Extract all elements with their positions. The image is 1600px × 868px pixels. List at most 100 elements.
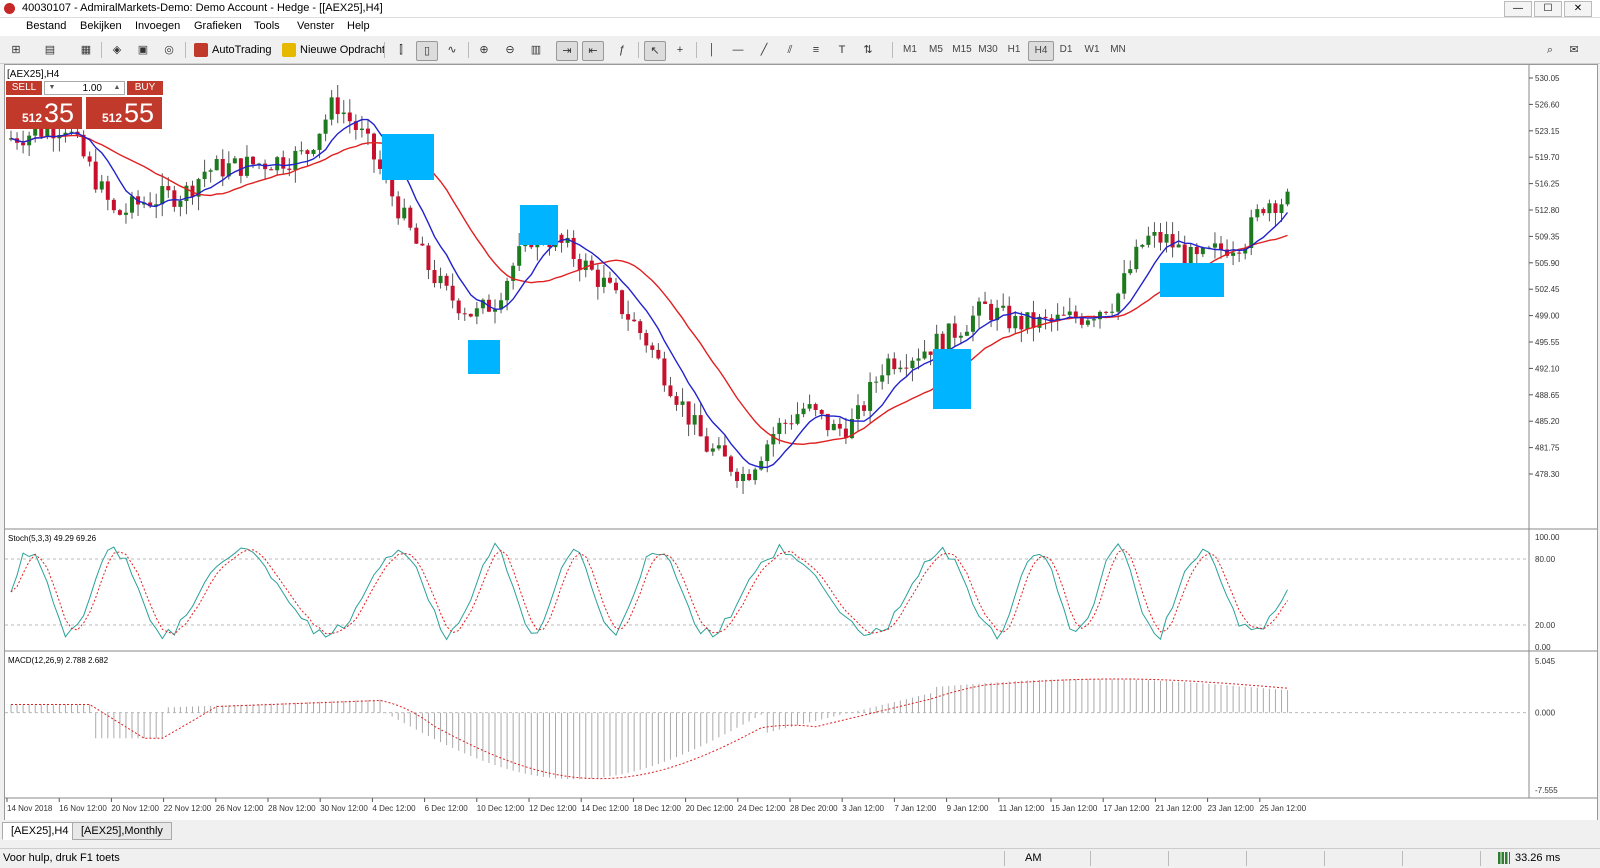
line-chart-icon[interactable]: ∿: [447, 44, 457, 56]
candle-body: [807, 404, 812, 409]
lot-size-field[interactable]: ▼ 1.00 ▲: [44, 81, 125, 95]
tab-aex25-monthly[interactable]: [AEX25],Monthly: [72, 822, 172, 840]
buy-button[interactable]: BUY: [127, 81, 163, 95]
candlestick-chart-icon[interactable]: ▯: [416, 41, 438, 61]
candle-body: [1231, 252, 1236, 256]
menu-tools[interactable]: Tools: [254, 20, 280, 32]
lot-up-icon[interactable]: ▲: [113, 84, 121, 91]
candle-body: [964, 331, 969, 336]
candle-body: [989, 303, 994, 321]
candle-body: [928, 351, 933, 355]
arrows-tool-icon[interactable]: ⇅: [863, 44, 873, 56]
zoom-out-icon[interactable]: ⊖: [505, 44, 515, 56]
menu-grafieken[interactable]: Grafieken: [194, 20, 242, 32]
time-axis-label: 14 Dec 12:00: [581, 804, 629, 813]
price-axis-label: 492.10: [1535, 364, 1560, 373]
candle-body: [166, 186, 171, 191]
price-axis-label: 516.25: [1535, 180, 1560, 189]
zoom-in-icon[interactable]: ⊕: [479, 44, 489, 56]
timeframe-m15[interactable]: M15: [952, 44, 972, 55]
vertical-line-icon[interactable]: │: [708, 44, 716, 56]
candle-body: [287, 168, 292, 170]
timeframe-m1[interactable]: M1: [903, 44, 917, 55]
sell-price-big: 35: [44, 98, 75, 128]
close-button[interactable]: ✕: [1564, 1, 1592, 17]
candle-body: [632, 319, 637, 322]
bar-chart-icon[interactable]: ⫿: [399, 44, 403, 56]
candle-body: [1098, 311, 1102, 320]
price-axis-label: 523.15: [1535, 127, 1560, 136]
auto-scroll-icon[interactable]: ⇥: [556, 41, 578, 61]
terminal-icon[interactable]: ▣: [137, 44, 149, 56]
crosshair-icon[interactable]: +: [676, 44, 684, 56]
candle-body: [904, 367, 909, 369]
buy-price[interactable]: 512 55: [86, 97, 162, 129]
candle-body: [837, 423, 842, 429]
new-chart-icon[interactable]: ⊞: [11, 44, 21, 56]
timeframe-m5[interactable]: M5: [929, 44, 943, 55]
candle-body: [426, 245, 431, 271]
candle-body: [559, 234, 564, 243]
timeframe-mn[interactable]: MN: [1110, 44, 1126, 55]
timeframe-w1[interactable]: W1: [1084, 44, 1100, 55]
new-order-button[interactable]: Nieuwe Opdracht: [280, 41, 398, 59]
horizontal-line-icon[interactable]: —: [732, 44, 744, 56]
stoch-axis-label: 100.00: [1535, 533, 1560, 542]
timeframe-m30[interactable]: M30: [978, 44, 998, 55]
channel-icon[interactable]: ⫽: [787, 44, 793, 56]
time-axis-label: 26 Nov 12:00: [216, 804, 264, 813]
strategy-tester-icon[interactable]: ◎: [164, 44, 174, 56]
chart-canvas[interactable]: 530.05 526.60 523.15 519.70 516.25 512.80 509.…: [5, 65, 1597, 820]
chart-area[interactable]: 530.05 526.60 523.15 519.70 516.25 512.80 509.…: [4, 64, 1598, 821]
chat-icon[interactable]: ✉: [1569, 44, 1579, 56]
trendline-icon[interactable]: ╱: [760, 44, 768, 56]
candle-body: [970, 315, 975, 332]
timeframe-h4[interactable]: H4: [1028, 41, 1054, 61]
candle-body: [1158, 232, 1163, 243]
candle-body: [208, 170, 213, 172]
fibonacci-icon[interactable]: ≡: [812, 44, 820, 56]
menu-help[interactable]: Help: [347, 20, 370, 32]
timeframe-h1[interactable]: H1: [1007, 44, 1021, 55]
cursor-icon[interactable]: ↖: [644, 41, 666, 61]
menu-bestand[interactable]: Bestand: [26, 20, 67, 32]
tile-windows-icon[interactable]: ▥: [530, 44, 542, 56]
indicators-icon[interactable]: ƒ: [618, 44, 626, 56]
candle-body: [1212, 243, 1217, 248]
candle-body: [281, 157, 286, 169]
sell-button[interactable]: SELL: [6, 81, 42, 95]
time-axis-label: 18 Dec 12:00: [633, 804, 681, 813]
timeframe-d1[interactable]: D1: [1059, 44, 1073, 55]
candle-body: [238, 158, 243, 176]
menu-bekijken[interactable]: Bekijken: [80, 20, 122, 32]
candle-body: [614, 282, 618, 291]
app-icon: [4, 3, 15, 14]
candle-body: [601, 277, 606, 287]
lot-down-icon[interactable]: ▼: [48, 84, 56, 91]
candle-body: [1085, 320, 1090, 325]
sell-price[interactable]: 512 35: [6, 97, 82, 129]
market-watch-icon[interactable]: ▦: [80, 44, 92, 56]
candle-body: [63, 132, 68, 136]
navigator-icon[interactable]: ◈: [112, 44, 122, 56]
candle-body: [1116, 293, 1121, 312]
autotrading-button[interactable]: AutoTrading: [192, 41, 292, 59]
text-tool-icon[interactable]: T: [838, 44, 846, 56]
candle-body: [1237, 252, 1242, 254]
candle-body: [378, 159, 383, 169]
tab-aex25-h4[interactable]: [AEX25],H4: [2, 822, 78, 840]
search-icon[interactable]: ⌕: [1546, 44, 1554, 56]
menu-venster[interactable]: Venster: [297, 20, 335, 32]
candle-body: [93, 161, 98, 190]
candle-body: [934, 333, 939, 355]
menu-invoegen[interactable]: Invoegen: [135, 20, 181, 32]
ma-fast-line: [10, 118, 1289, 469]
candle-body: [958, 335, 963, 338]
price-axis-label: 519.70: [1535, 153, 1560, 162]
profiles-icon[interactable]: ▤: [44, 44, 56, 56]
candle-body: [1225, 249, 1230, 256]
chart-shift-icon[interactable]: ⇤: [582, 41, 604, 61]
minimize-button[interactable]: —: [1504, 1, 1532, 17]
maximize-button[interactable]: ☐: [1534, 1, 1562, 17]
candle-body: [160, 186, 165, 205]
